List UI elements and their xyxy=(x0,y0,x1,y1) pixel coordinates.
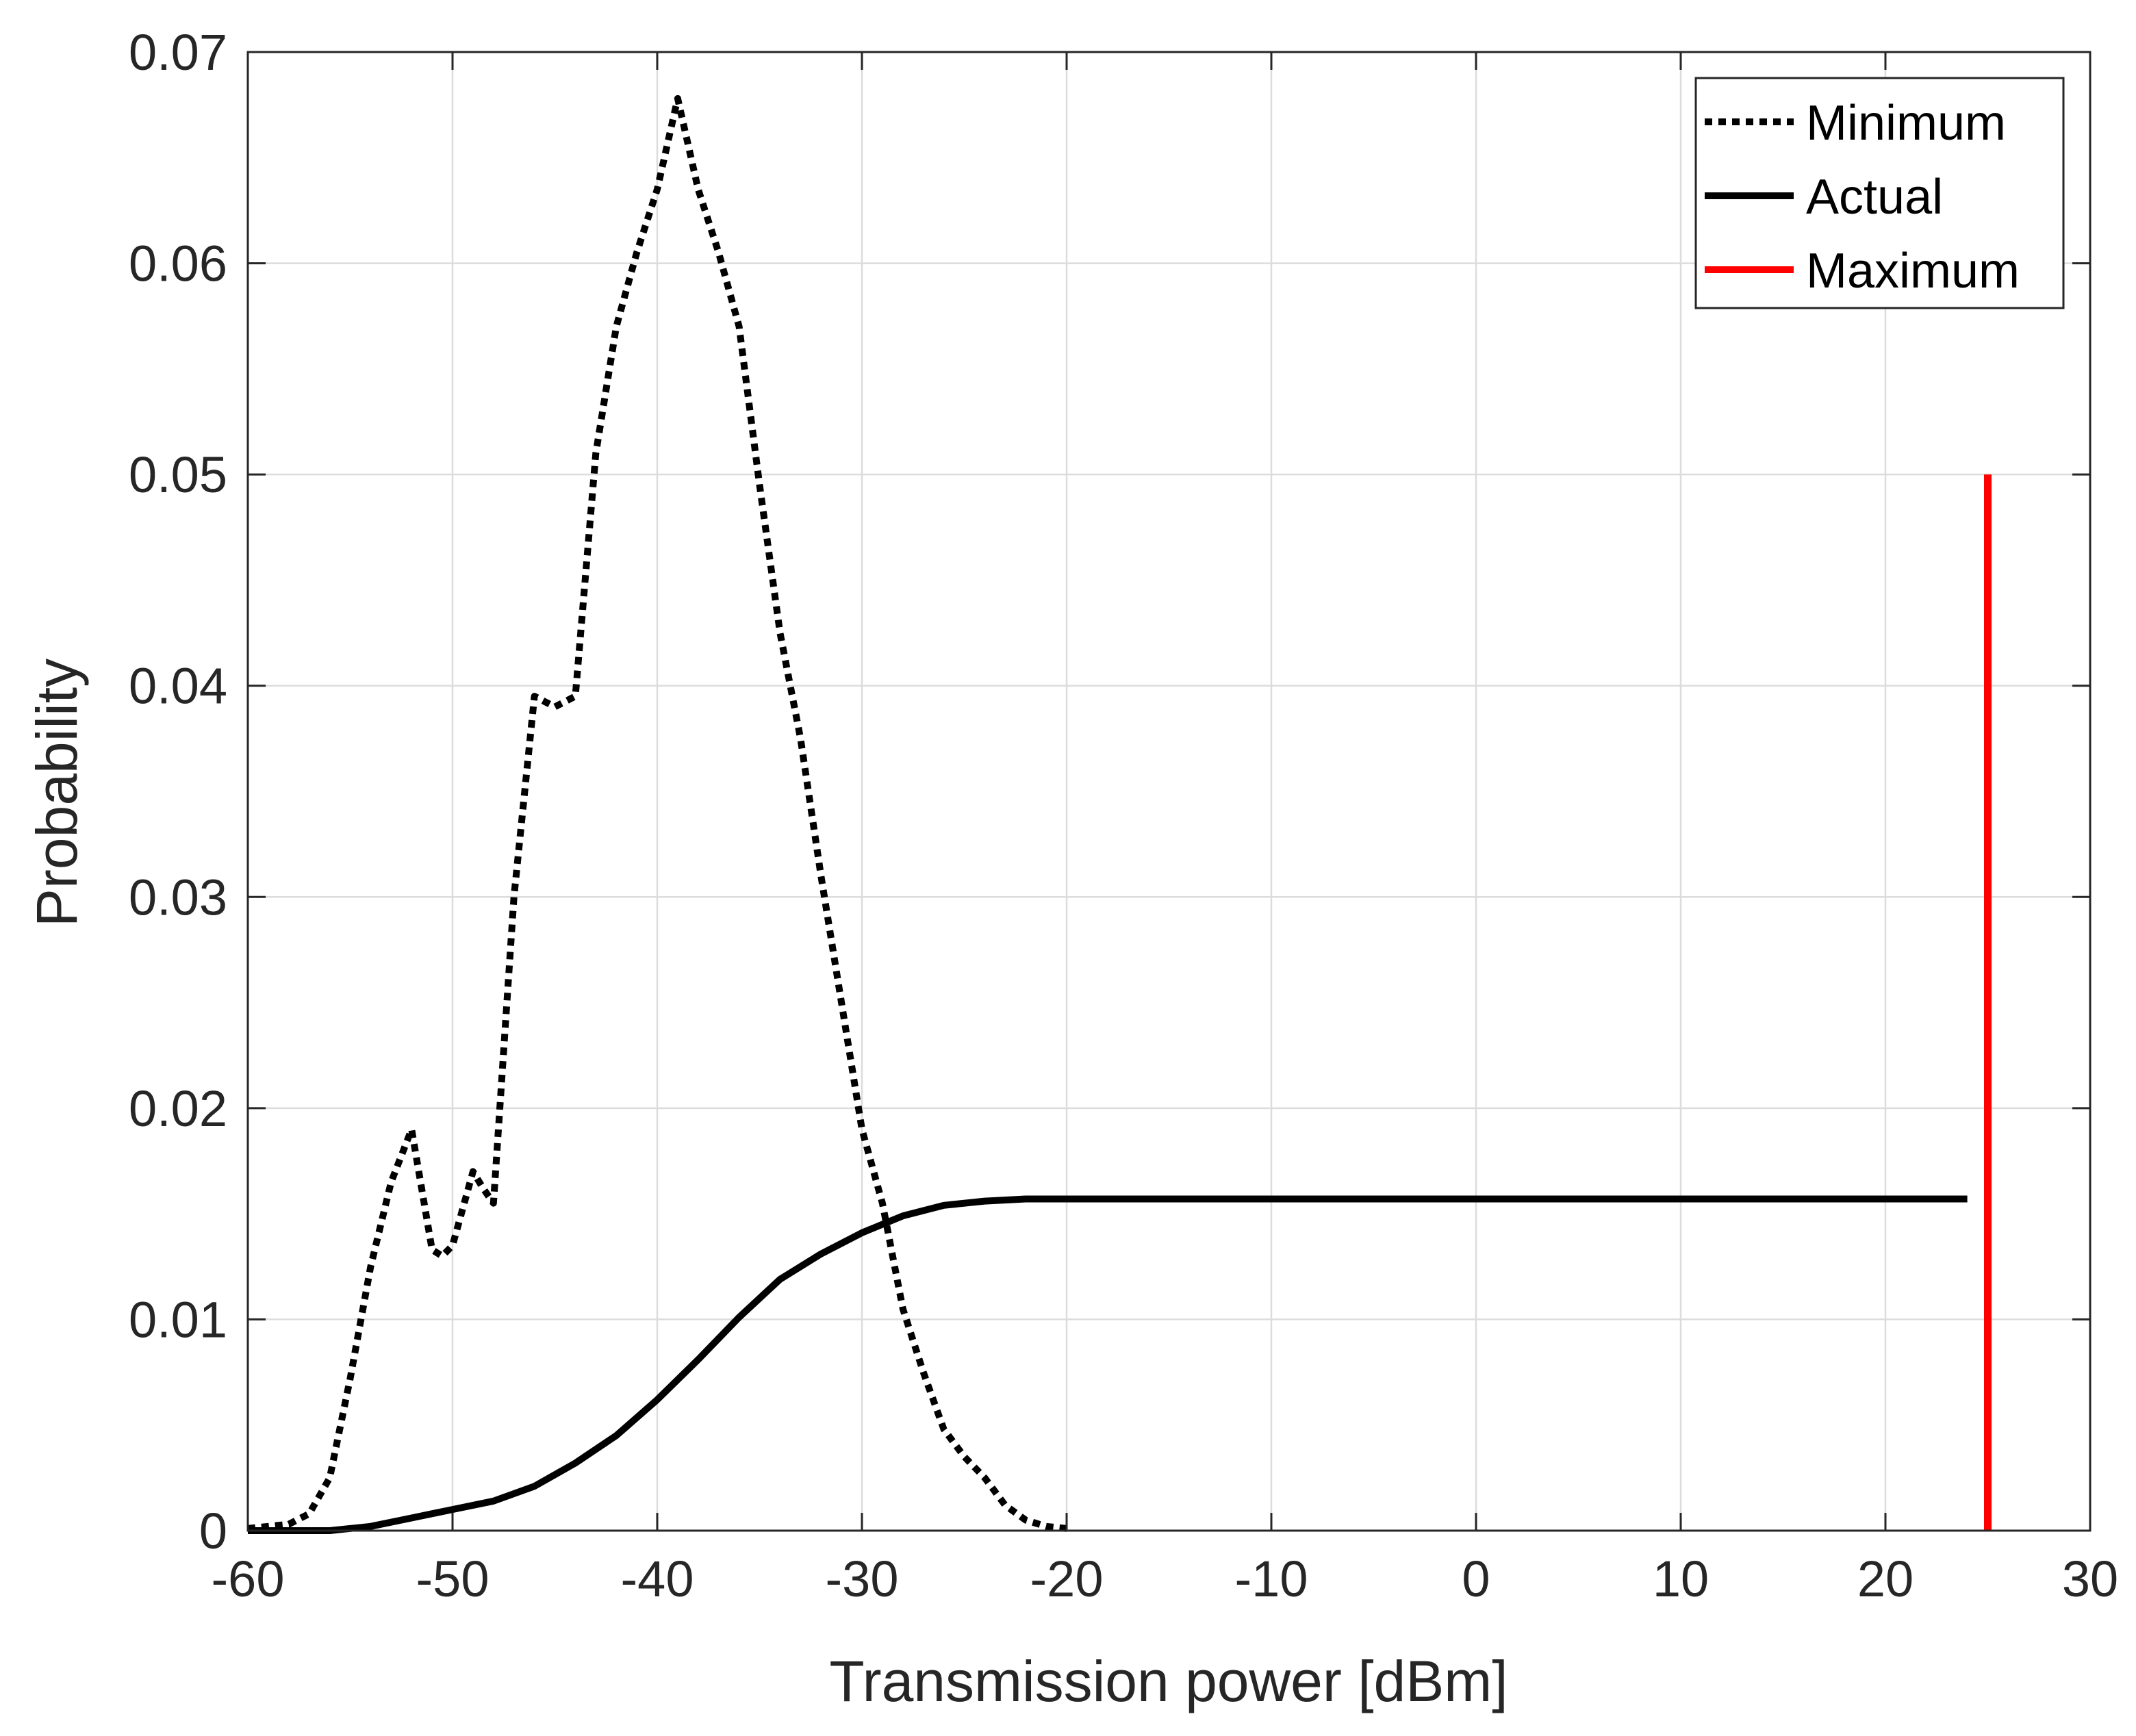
x-tick-label: -30 xyxy=(826,1550,899,1607)
y-tick-label: 0.01 xyxy=(129,1291,227,1348)
y-tick-labels: 0 0.01 0.02 0.03 0.04 0.05 0.06 0.07 xyxy=(129,24,227,1559)
y-tick-label: 0.07 xyxy=(129,24,227,81)
y-tick-label: 0.04 xyxy=(129,658,227,715)
y-axis-title: Probability xyxy=(25,659,89,927)
x-tick-label: -10 xyxy=(1235,1550,1308,1607)
plot-series xyxy=(247,94,1992,1534)
series-line-minimum xyxy=(247,94,1067,1532)
legend-label-actual: Actual xyxy=(1806,170,1943,225)
x-tick-label: 0 xyxy=(1462,1550,1490,1607)
y-tick-label: 0.03 xyxy=(129,869,227,926)
x-axis-title: Transmission power [dBm] xyxy=(829,1649,1508,1713)
x-tick-label: 30 xyxy=(2062,1550,2118,1607)
x-tick-label: -20 xyxy=(1030,1550,1104,1607)
legend-label-minimum: Minimum xyxy=(1806,96,2006,151)
x-tick-label: -60 xyxy=(212,1550,285,1607)
series-line-actual xyxy=(248,1195,1968,1534)
y-tick-label: 0 xyxy=(199,1503,227,1559)
y-tick-label: 0.06 xyxy=(129,235,227,292)
legend-label-maximum: Maximum xyxy=(1806,244,2020,298)
y-tick-label: 0.05 xyxy=(129,446,227,503)
x-tick-label: -40 xyxy=(621,1550,694,1607)
legend: Minimum Actual Maximum xyxy=(1694,77,2065,309)
x-tick-label: 10 xyxy=(1653,1550,1709,1607)
x-tick-label: -50 xyxy=(416,1550,490,1607)
y-tick-label: 0.02 xyxy=(129,1080,227,1137)
axes xyxy=(246,51,2092,1532)
x-tick-label: 20 xyxy=(1857,1550,1914,1607)
x-tick-labels: -60 -50 -40 -30 -20 -10 0 10 20 30 xyxy=(212,1550,2119,1607)
plot-frame xyxy=(246,51,2092,1532)
